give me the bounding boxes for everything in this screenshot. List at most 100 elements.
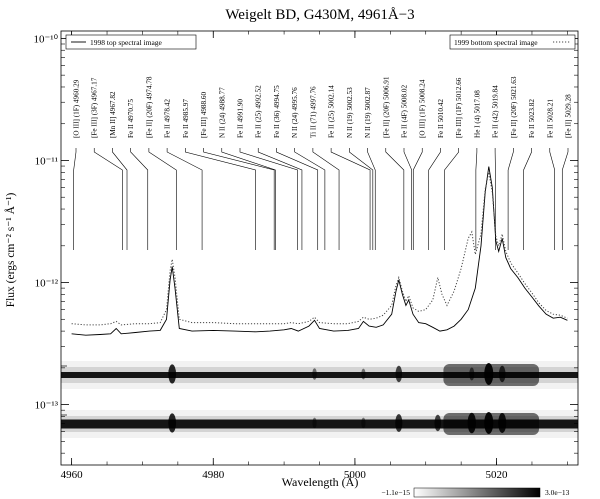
line-id-leader bbox=[349, 148, 374, 250]
line-id-13: Ti II (71) 4997.76 bbox=[309, 86, 340, 250]
line-id-8: N II (24) 4988.77 bbox=[218, 87, 276, 250]
line-id-leader bbox=[330, 148, 371, 250]
y-axis-label: Flux (ergs cm⁻² s⁻¹ Å⁻¹) bbox=[3, 193, 17, 308]
plot-frame bbox=[60, 30, 579, 466]
line-id-label: [Fe II] (20F) 5021.63 bbox=[510, 76, 518, 138]
line-id-leader bbox=[385, 148, 405, 250]
line-id-label: Fe II 5028.21 bbox=[546, 99, 554, 138]
line-id-leader bbox=[403, 148, 413, 250]
spectral-feature-1 bbox=[312, 368, 317, 380]
line-id-2: [Mn II] 4967.82 bbox=[109, 91, 128, 250]
line-id-label: N II (24) 4988.77 bbox=[218, 87, 226, 138]
x-tick-label-1: 4980 bbox=[202, 469, 225, 481]
line-id-leader bbox=[112, 148, 128, 250]
series-line-0 bbox=[71, 166, 568, 336]
x-tick-label-3: 5020 bbox=[486, 469, 509, 481]
line-id-leader bbox=[148, 148, 177, 250]
colorbar-min-label: −1.1e−15 bbox=[381, 488, 410, 497]
line-id-label: Fe II (25) 5002.14 bbox=[328, 85, 336, 138]
line-id-27: [Fe II] 5029.28 bbox=[561, 94, 573, 250]
line-id-label: [Fe II] (20F) 4974.78 bbox=[145, 76, 153, 138]
line-id-17: [Fe II] (20F) 5006.91 bbox=[382, 76, 405, 250]
line-id-leader bbox=[428, 148, 441, 250]
line-id-label: [Fe III] 4988.60 bbox=[200, 91, 208, 138]
line-id-15: N II (19) 5002.53 bbox=[346, 87, 374, 250]
line-id-leader bbox=[367, 148, 376, 250]
y-tick-label-0: 10⁻¹³ bbox=[35, 400, 59, 412]
chart-title: Weigelt BD, G430M, 4961Å−3 bbox=[225, 7, 414, 23]
y-tick-label-2: 10⁻¹¹ bbox=[35, 155, 58, 167]
legend-box bbox=[65, 34, 197, 50]
line-id-18: Fe II (4F) 5008.02 bbox=[401, 84, 413, 250]
line-id-label: [Fe III] (1F) 5012.66 bbox=[455, 77, 463, 138]
line-id-leader bbox=[221, 148, 276, 250]
spectrum-series bbox=[71, 166, 568, 336]
line-identifications: [O III] (1F) 4960.29 [Fe III] (3F) 4967.1… bbox=[73, 76, 573, 250]
x-axis-label: Wavelength (Å) bbox=[282, 475, 359, 489]
spectral-image-1: BDA bbox=[61, 410, 593, 438]
line-id-label: Fe II 4985.97 bbox=[182, 99, 190, 138]
spectral-image-0: BD A bbox=[61, 361, 578, 389]
spectral-feature-3 bbox=[395, 365, 403, 383]
x-tick-label-2: 5000 bbox=[344, 469, 367, 481]
line-id-leader bbox=[507, 148, 514, 250]
line-id-label: He I (4) 5017.08 bbox=[473, 90, 481, 138]
line-id-21: [Fe III] (1F) 5012.66 bbox=[444, 77, 463, 250]
legend-item-0: 1998 top spectral image bbox=[65, 34, 197, 50]
spectral-feature-1 bbox=[312, 417, 317, 429]
line-id-leader bbox=[73, 148, 77, 250]
line-id-label: Fe II (42) 5019.84 bbox=[492, 85, 500, 138]
line-id-label: Fe II 4970.75 bbox=[127, 99, 135, 138]
colorbar-max-label: 3.0e−13 bbox=[545, 488, 570, 497]
spectral-images: BDA BDA bbox=[61, 361, 593, 438]
line-id-leader bbox=[312, 148, 340, 250]
line-id-12: N II (24) 4995.76 bbox=[291, 87, 326, 250]
line-id-label: Fe II 5010.42 bbox=[437, 99, 445, 138]
line-id-leader bbox=[93, 148, 123, 250]
spectral-image-core bbox=[61, 419, 578, 429]
colorbar: −1.1e−15 3.0e−13 bbox=[381, 487, 570, 498]
legend-label: 1999 bottom spectral image bbox=[454, 38, 538, 47]
legend-label: 1998 top spectral image bbox=[90, 38, 163, 47]
spectral-image-right-label: A bbox=[586, 419, 593, 429]
legend-box bbox=[449, 34, 576, 50]
line-id-label: Fe II 5023.82 bbox=[528, 99, 536, 138]
legend-item-1: 1999 bottom spectral image bbox=[449, 34, 576, 50]
line-id-label: [O III] (1F) 4960.29 bbox=[73, 79, 81, 138]
spectral-feature-4 bbox=[469, 367, 475, 381]
spectral-feature-6 bbox=[498, 365, 506, 383]
spectral-feature-5 bbox=[484, 363, 494, 385]
line-id-label: [Mn II] 4967.82 bbox=[109, 91, 117, 138]
line-id-label: Fe II (4F) 5008.02 bbox=[401, 84, 409, 138]
line-id-leader bbox=[523, 148, 532, 250]
spectral-feature-7 bbox=[498, 413, 507, 433]
line-id-label: Ti II (71) 4997.76 bbox=[309, 86, 317, 138]
line-id-leader bbox=[239, 148, 298, 250]
line-id-label: Fe II (36) 4994.75 bbox=[273, 85, 281, 138]
line-id-label: Fe II 4991.90 bbox=[237, 99, 245, 138]
x-tick-label-0: 4960 bbox=[61, 469, 84, 481]
line-id-7: [Fe III] 4988.60 bbox=[200, 91, 275, 250]
line-id-leader bbox=[475, 148, 478, 250]
y-axis: 10⁻¹³ 10⁻¹² 10⁻¹¹ 10⁻¹⁰ bbox=[33, 33, 578, 454]
line-id-leader bbox=[549, 148, 555, 250]
line-id-4: [Fe II] (20F) 4974.78 bbox=[145, 76, 177, 250]
line-id-19: [O III] (1F) 5008.24 bbox=[412, 79, 427, 250]
spectral-feature-2 bbox=[361, 368, 366, 380]
line-id-leader bbox=[294, 148, 326, 250]
spectral-feature-6 bbox=[484, 412, 494, 434]
y-tick-label-3: 10⁻¹⁰ bbox=[33, 33, 58, 45]
x-axis: 4960 4980 5000 5020 bbox=[61, 31, 568, 481]
line-id-leader bbox=[412, 148, 423, 250]
spectral-image-core bbox=[61, 372, 578, 378]
y-tick-label-1: 10⁻¹² bbox=[35, 278, 59, 290]
legend: 1998 top spectral image 1999 bottom spect… bbox=[65, 34, 576, 50]
line-id-26: Fe II 5028.21 bbox=[546, 99, 555, 250]
spectral-feature-3 bbox=[395, 414, 403, 432]
line-id-label: N II (24) 4995.76 bbox=[291, 87, 299, 138]
line-id-24: [Fe II] (20F) 5021.63 bbox=[507, 76, 518, 250]
line-id-22: He I (4) 5017.08 bbox=[473, 90, 481, 250]
line-id-leader bbox=[257, 148, 303, 250]
line-id-16: N II (19) 5002.87 bbox=[364, 87, 376, 250]
